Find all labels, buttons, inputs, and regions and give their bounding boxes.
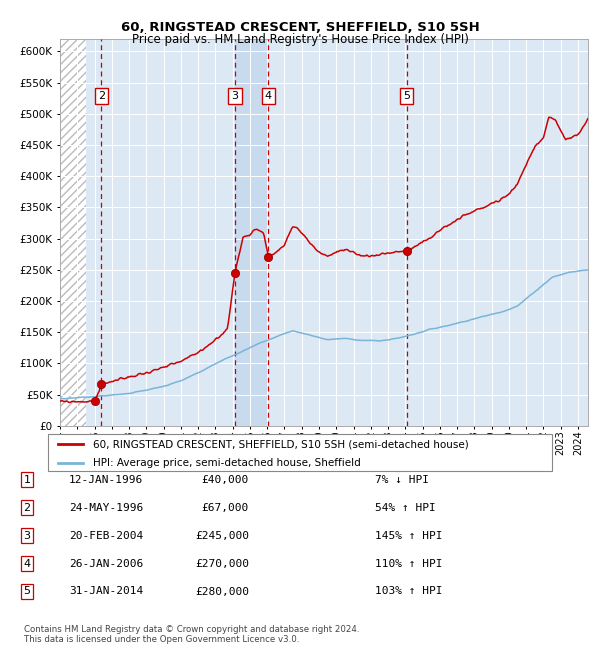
Text: Contains HM Land Registry data © Crown copyright and database right 2024.
This d: Contains HM Land Registry data © Crown c… xyxy=(24,625,359,644)
Text: 5: 5 xyxy=(23,586,31,597)
Bar xyxy=(60,39,86,426)
Text: 7% ↓ HPI: 7% ↓ HPI xyxy=(375,474,429,485)
Text: 12-JAN-1996: 12-JAN-1996 xyxy=(69,474,143,485)
Text: £67,000: £67,000 xyxy=(202,502,249,513)
Text: 20-FEB-2004: 20-FEB-2004 xyxy=(69,530,143,541)
Text: 5: 5 xyxy=(403,92,410,101)
Text: Price paid vs. HM Land Registry's House Price Index (HPI): Price paid vs. HM Land Registry's House … xyxy=(131,32,469,46)
Text: 60, RINGSTEAD CRESCENT, SHEFFIELD, S10 5SH (semi-detached house): 60, RINGSTEAD CRESCENT, SHEFFIELD, S10 5… xyxy=(94,439,469,449)
Text: 1: 1 xyxy=(23,474,31,485)
Text: 2: 2 xyxy=(98,92,105,101)
Text: 4: 4 xyxy=(265,92,272,101)
Text: 24-MAY-1996: 24-MAY-1996 xyxy=(69,502,143,513)
Text: 31-JAN-2014: 31-JAN-2014 xyxy=(69,586,143,597)
Text: £40,000: £40,000 xyxy=(202,474,249,485)
Text: 4: 4 xyxy=(23,558,31,569)
Text: 60, RINGSTEAD CRESCENT, SHEFFIELD, S10 5SH: 60, RINGSTEAD CRESCENT, SHEFFIELD, S10 5… xyxy=(121,21,479,34)
Text: £280,000: £280,000 xyxy=(195,586,249,597)
Text: £270,000: £270,000 xyxy=(195,558,249,569)
Text: 26-JAN-2006: 26-JAN-2006 xyxy=(69,558,143,569)
Text: 110% ↑ HPI: 110% ↑ HPI xyxy=(375,558,443,569)
Text: 3: 3 xyxy=(23,530,31,541)
Text: 3: 3 xyxy=(232,92,238,101)
Text: 54% ↑ HPI: 54% ↑ HPI xyxy=(375,502,436,513)
Text: 145% ↑ HPI: 145% ↑ HPI xyxy=(375,530,443,541)
Text: HPI: Average price, semi-detached house, Sheffield: HPI: Average price, semi-detached house,… xyxy=(94,458,361,468)
Bar xyxy=(235,39,268,426)
Text: £245,000: £245,000 xyxy=(195,530,249,541)
Text: 103% ↑ HPI: 103% ↑ HPI xyxy=(375,586,443,597)
Text: 2: 2 xyxy=(23,502,31,513)
